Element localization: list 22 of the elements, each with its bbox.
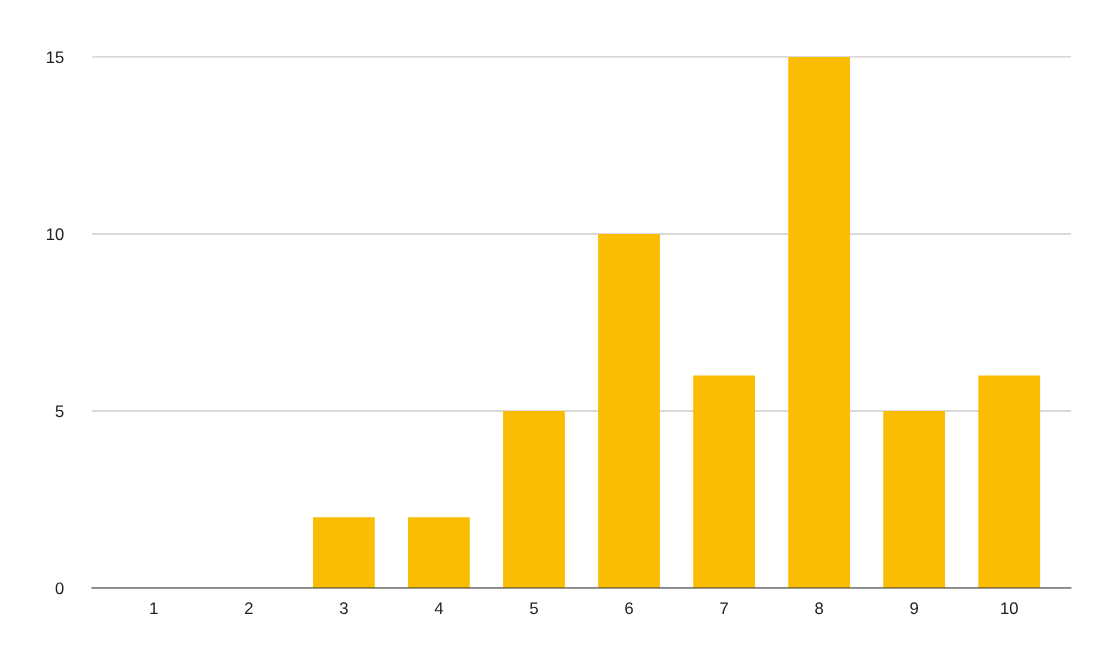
x-tick-label: 8	[815, 602, 824, 615]
y-tick-label: 10	[46, 228, 64, 241]
x-tick-label: 10	[1001, 602, 1018, 615]
x-tick-label: 1	[150, 602, 158, 614]
bar	[788, 56, 851, 588]
y-tick-label: 0	[55, 582, 64, 595]
x-tick-label: 7	[720, 602, 728, 614]
bar	[693, 375, 755, 588]
bar	[978, 375, 1041, 588]
bar	[503, 410, 565, 588]
x-tick-label: 3	[339, 602, 348, 615]
bar	[598, 233, 660, 588]
bar	[408, 517, 470, 588]
x-tick-label: 2	[245, 602, 253, 614]
x-tick-label: 6	[625, 602, 633, 615]
x-tick-label: 9	[910, 602, 919, 615]
y-tick-label: 5	[55, 405, 64, 418]
x-tick-label: 4	[434, 602, 444, 614]
bar	[312, 517, 375, 588]
bar	[883, 410, 946, 588]
x-tick-label: 5	[530, 602, 538, 615]
y-tick-label: 15	[46, 51, 64, 64]
